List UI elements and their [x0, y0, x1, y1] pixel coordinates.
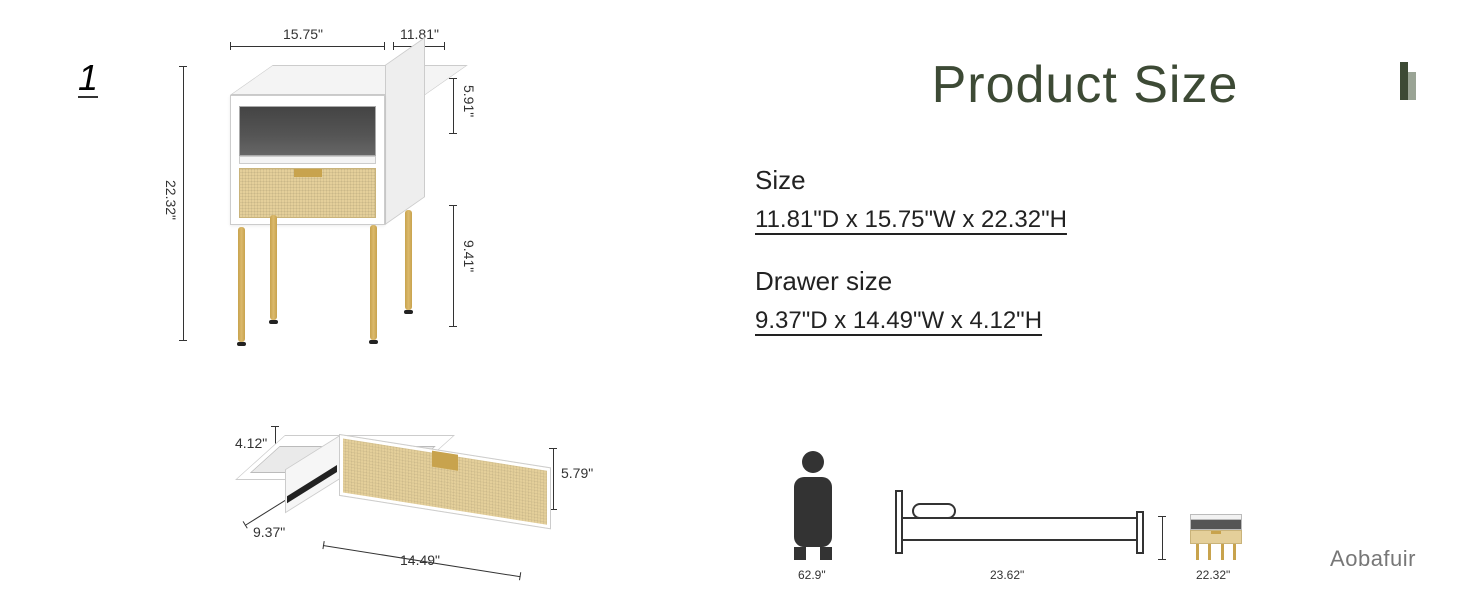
right-panel: Product Size Size 11.81"D x 15.75"W x 22… — [755, 55, 1415, 367]
dim-line-width — [230, 46, 385, 47]
drawer-size-value: 9.37"D x 14.49"W x 4.12"H — [755, 307, 1415, 335]
page-number: 1 — [78, 60, 98, 98]
dim-width: 15.75" — [283, 26, 323, 42]
dim-drawer-front: 5.79" — [561, 465, 593, 481]
dim-drawer-side: 4.12" — [235, 435, 267, 451]
nightstand-body — [230, 65, 385, 220]
title: Product Size — [755, 55, 1415, 115]
dim-drawer-depth: 9.37" — [253, 524, 285, 540]
size-value: 11.81"D x 15.75"W x 22.32"H — [755, 206, 1415, 234]
drawer-size-label: Drawer size — [755, 266, 1415, 297]
mini-nightstand-icon — [1190, 514, 1242, 560]
drawer-body — [285, 405, 515, 500]
person-height: 62.9" — [798, 568, 826, 582]
brand-name: Aobafuir — [1330, 546, 1416, 572]
person-icon — [790, 451, 835, 560]
dim-legs: 9.41" — [461, 240, 477, 272]
dim-drawer-width: 14.49" — [400, 552, 440, 568]
dim-line-cubby — [453, 78, 454, 134]
bed-height: 23.62" — [990, 568, 1024, 582]
drawer-diagram: 4.12" 9.37" 14.49" 5.79" — [245, 390, 595, 580]
dim-height: 22.32" — [163, 180, 179, 220]
nightstand-diagram: 15.75" 11.81" 22.32" 5.91" 9.41" — [175, 30, 495, 370]
bed-icon — [895, 490, 1145, 560]
dim-line-height — [183, 66, 184, 341]
dim-line-legs — [453, 205, 454, 327]
dim-cubby: 5.91" — [461, 85, 477, 117]
size-label: Size — [755, 165, 1415, 196]
mini-nightstand-height: 22.32" — [1196, 568, 1230, 582]
scale-comparison: 62.9" 23.62" 22.32" — [780, 432, 1300, 582]
brand-logo-icon — [1400, 62, 1416, 106]
